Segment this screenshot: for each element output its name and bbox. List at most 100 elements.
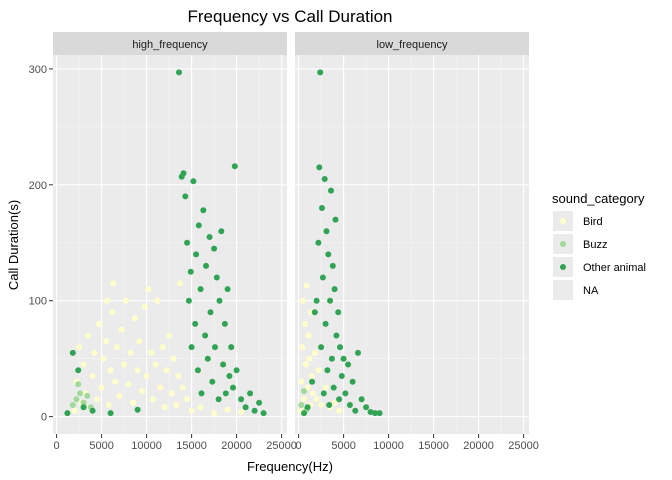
data-point-bird [85, 332, 92, 339]
data-point-bird [80, 361, 87, 368]
data-point-other-animal [326, 402, 333, 408]
legend-title: sound_category [552, 191, 645, 206]
data-point-other-animal [328, 355, 335, 362]
data-point-bird [238, 409, 245, 415]
data-point-bird [159, 344, 166, 351]
data-point-bird [188, 407, 195, 414]
data-point-other-animal [64, 410, 71, 417]
data-point-other-animal [204, 355, 211, 362]
data-point-other-animal [251, 407, 258, 414]
data-point-other-animal [233, 367, 240, 374]
data-point-other-animal [332, 216, 339, 223]
data-point-bird [139, 388, 146, 395]
data-point-bird [148, 349, 155, 356]
data-point-other-animal [194, 367, 201, 374]
data-point-bird [104, 297, 110, 304]
data-point-other-animal [207, 309, 214, 316]
data-point-other-animal [342, 390, 349, 397]
x-tick-label: 20000 [463, 440, 494, 452]
data-point-other-animal [309, 378, 316, 385]
data-point-other-animal [224, 286, 231, 293]
data-point-bird [127, 349, 134, 356]
data-point-buzz [80, 399, 87, 406]
data-point-bird [154, 297, 161, 304]
data-point-other-animal [195, 222, 202, 229]
y-tick-label: 300 [29, 64, 47, 76]
data-point-bird [305, 332, 312, 339]
data-point-bird [300, 297, 307, 304]
data-point-bird [311, 349, 318, 356]
data-point-other-animal [231, 163, 238, 170]
data-point-other-animal [75, 367, 82, 374]
data-point-buzz [73, 396, 80, 403]
data-point-other-animal [340, 355, 347, 362]
data-point-other-animal [203, 262, 209, 269]
y-tick-label: 200 [29, 180, 47, 192]
data-point-bird [163, 367, 170, 374]
data-point-other-animal [242, 404, 249, 411]
legend-item-bird: Bird [553, 211, 603, 231]
data-point-buzz [298, 402, 305, 408]
data-point-bird [98, 384, 105, 391]
data-point-bird [107, 367, 114, 374]
facet-strip [295, 32, 529, 55]
data-point-bird [336, 407, 343, 414]
data-point-bird [145, 286, 152, 293]
data-point-other-animal [317, 69, 324, 76]
data-point-other-animal [218, 228, 225, 235]
data-point-bird [302, 361, 309, 368]
data-point-bird [103, 338, 110, 345]
data-point-other-animal [337, 344, 343, 351]
data-point-bird [168, 390, 175, 397]
x-tick-label: 5000 [331, 440, 355, 452]
data-point-other-animal [187, 268, 194, 275]
data-point-other-animal [198, 390, 205, 397]
data-point-other-animal [256, 399, 263, 406]
data-point-other-animal [336, 396, 343, 403]
data-point-bird [310, 390, 316, 397]
data-point-other-animal [324, 367, 331, 374]
data-point-other-animal [228, 344, 235, 351]
data-point-other-animal [352, 407, 359, 414]
panel-background [53, 55, 287, 434]
data-point-bird [318, 402, 325, 408]
data-point-other-animal [188, 344, 195, 351]
data-point-other-animal [323, 228, 330, 235]
data-point-bird [112, 378, 119, 385]
data-point-other-animal [367, 409, 374, 415]
data-point-bird [116, 392, 123, 399]
data-point-other-animal [335, 309, 342, 316]
data-point-buzz [301, 388, 307, 395]
facet-strip-label: high_frequency [132, 39, 208, 51]
data-point-bird [76, 344, 83, 351]
data-point-other-animal [322, 320, 329, 327]
data-point-bird [331, 399, 338, 406]
data-point-other-animal [247, 390, 254, 397]
data-point-bird [322, 384, 329, 391]
data-point-bird [197, 404, 204, 411]
data-point-bird [170, 355, 177, 362]
y-tick-label: 0 [41, 412, 47, 424]
data-point-other-animal [358, 396, 365, 403]
data-point-other-animal [185, 297, 192, 304]
data-point-buzz [75, 381, 82, 388]
data-point-other-animal [304, 404, 311, 411]
data-point-bird [309, 373, 316, 379]
data-point-bird [298, 378, 305, 385]
data-point-other-animal [209, 378, 216, 385]
data-point-other-animal [107, 410, 114, 417]
data-point-bird [315, 367, 322, 374]
data-point-bird [179, 384, 186, 391]
data-point-other-animal [316, 164, 323, 171]
data-point-bird [100, 355, 107, 362]
data-point-other-animal [325, 251, 332, 258]
data-point-other-animal [197, 286, 204, 293]
data-point-other-animal [182, 193, 189, 200]
data-point-other-animal [330, 384, 337, 391]
data-point-other-animal [230, 384, 236, 391]
data-point-bird [125, 381, 132, 388]
data-point-bird [113, 344, 120, 351]
data-point-bird [131, 315, 138, 322]
data-point-bird [109, 309, 116, 316]
